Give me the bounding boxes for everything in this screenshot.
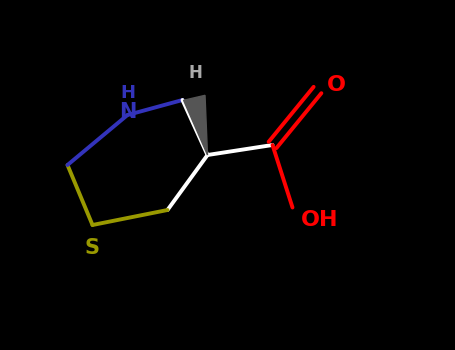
Text: N: N	[119, 103, 136, 122]
Text: O: O	[327, 75, 346, 95]
Text: S: S	[85, 238, 100, 258]
Text: H: H	[120, 84, 135, 101]
Polygon shape	[183, 95, 207, 155]
Text: H: H	[188, 63, 202, 82]
Text: OH: OH	[301, 210, 339, 230]
